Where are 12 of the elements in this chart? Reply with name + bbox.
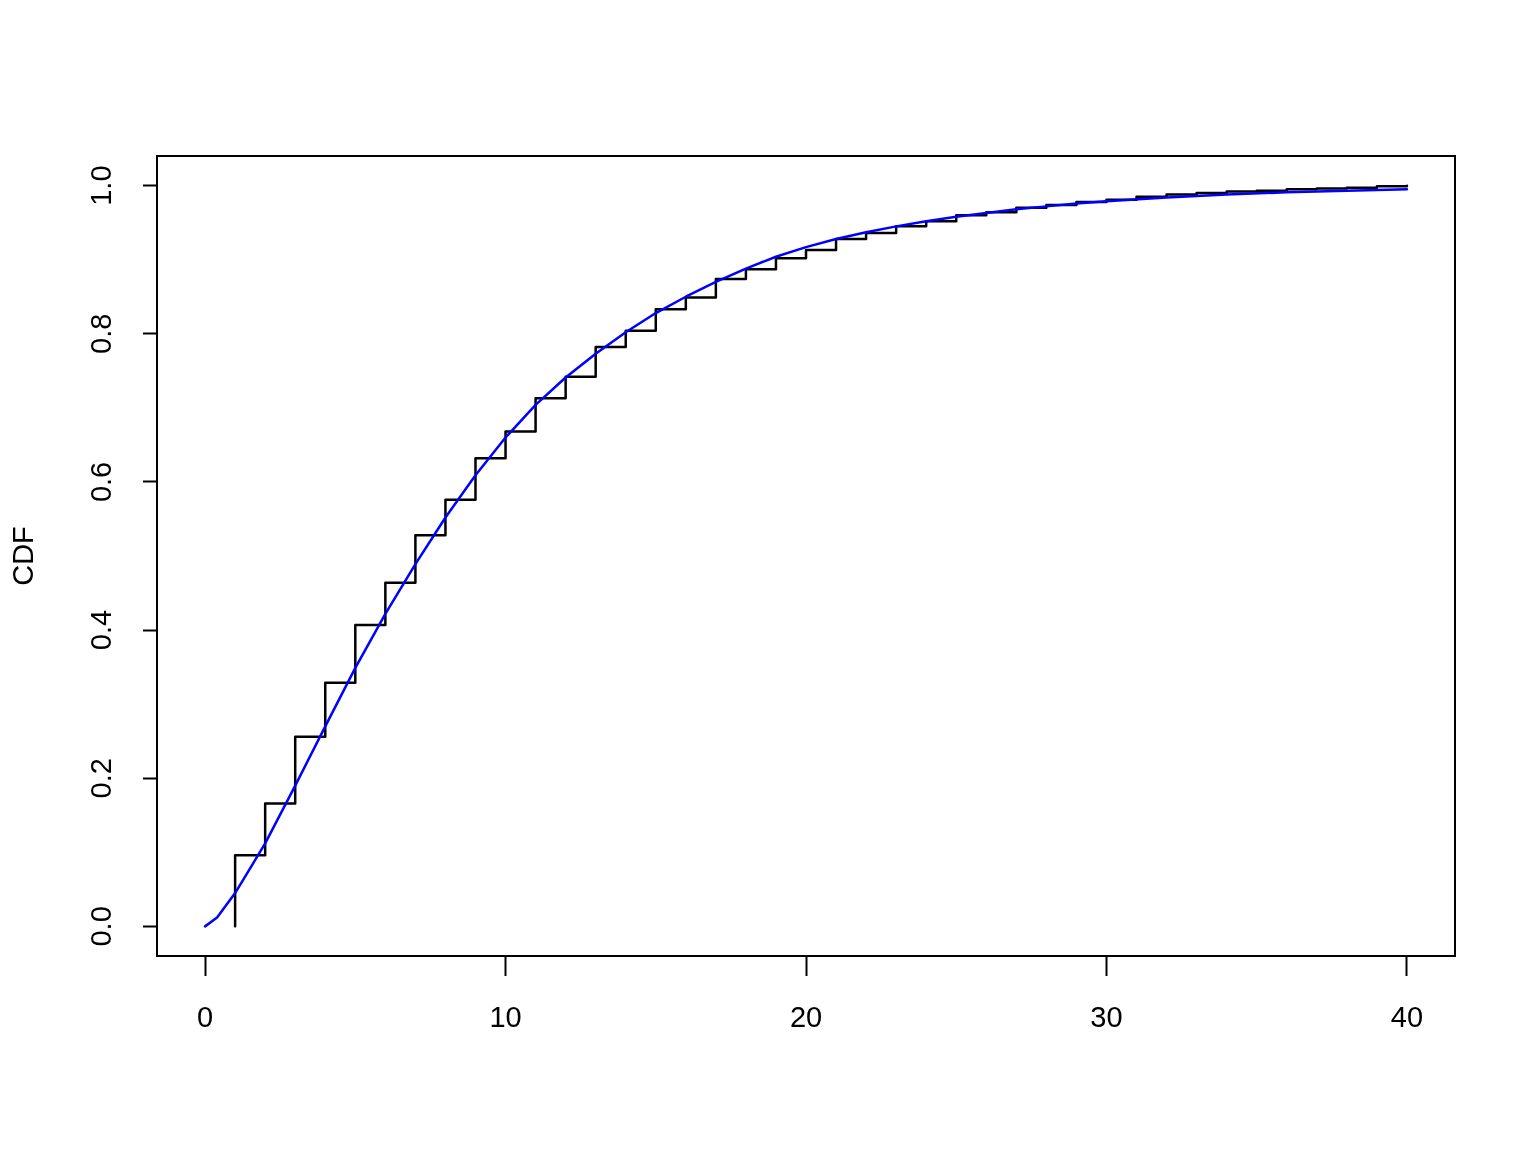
y-tick-label: 1.0 (84, 165, 117, 206)
x-tick-label: 40 (1390, 1001, 1424, 1034)
x-tick-label: 0 (197, 1001, 214, 1034)
y-tick-label: 0.4 (84, 609, 117, 651)
y-tick-label: 0.8 (84, 313, 117, 354)
x-tick-label: 30 (1090, 1001, 1123, 1034)
y-tick-label: 0.6 (84, 461, 117, 503)
x-tick-label: 20 (789, 1001, 823, 1034)
x-tick-label: 10 (489, 1001, 522, 1034)
y-axis-title: CDF (7, 526, 40, 586)
y-tick-label: 0.0 (84, 906, 117, 947)
y-tick-label: 0.2 (84, 758, 117, 799)
